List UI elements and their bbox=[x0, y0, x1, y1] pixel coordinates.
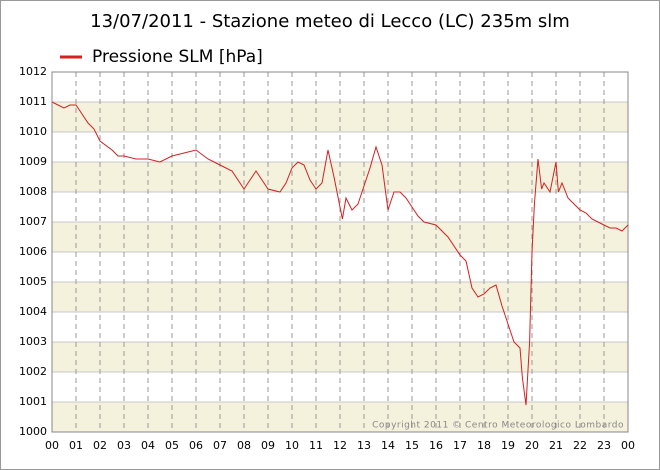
x-tick-label: 14 bbox=[381, 439, 395, 452]
plot-border bbox=[51, 71, 629, 433]
y-tick-label: 1009 bbox=[19, 155, 47, 168]
x-tick-label: 04 bbox=[141, 439, 155, 452]
x-tick-label: 13 bbox=[357, 439, 371, 452]
y-tick-label: 1001 bbox=[19, 395, 47, 408]
x-tick-label: 15 bbox=[405, 439, 419, 452]
x-tick-label: 22 bbox=[573, 439, 587, 452]
x-tick-label: 05 bbox=[165, 439, 179, 452]
x-tick-label: 09 bbox=[261, 439, 275, 452]
x-tick-label: 23 bbox=[597, 439, 611, 452]
x-tick-label: 18 bbox=[477, 439, 491, 452]
x-tick-label: 17 bbox=[453, 439, 467, 452]
y-tick-label: 1011 bbox=[19, 95, 47, 108]
x-tick-label: 02 bbox=[93, 439, 107, 452]
y-tick-label: 1007 bbox=[19, 215, 47, 228]
y-tick-label: 1000 bbox=[19, 425, 47, 438]
y-tick-label: 1004 bbox=[19, 305, 47, 318]
y-tick-label: 1006 bbox=[19, 245, 47, 258]
x-tick-label: 00 bbox=[621, 439, 635, 452]
y-tick-label: 1010 bbox=[19, 125, 47, 138]
y-tick-label: 1003 bbox=[19, 335, 47, 348]
y-tick-label: 1008 bbox=[19, 185, 47, 198]
line bbox=[51, 101, 629, 406]
annotation: Copyright 2011 © Centro Meteorologico Lo… bbox=[372, 421, 624, 431]
y-tick-label: 1005 bbox=[19, 275, 47, 288]
y-tick-label: 1012 bbox=[19, 65, 47, 78]
x-tick-label: 12 bbox=[333, 439, 347, 452]
y-tick-label: 1002 bbox=[19, 365, 47, 378]
x-tick-label: 20 bbox=[525, 439, 539, 452]
x-tick-label: 10 bbox=[285, 439, 299, 452]
legend-label: Pressione SLM [hPa] bbox=[92, 47, 263, 67]
x-tick-label: 03 bbox=[117, 439, 131, 452]
x-tick-label: 07 bbox=[213, 439, 227, 452]
x-tick-label: 06 bbox=[189, 439, 203, 452]
x-tick-label: 11 bbox=[309, 439, 323, 452]
x-tick-label: 21 bbox=[549, 439, 563, 452]
x-tick-label: 00 bbox=[45, 439, 59, 452]
x-tick-label: 08 bbox=[237, 439, 251, 452]
x-tick-label: 01 bbox=[69, 439, 83, 452]
x-tick-label: 16 bbox=[429, 439, 443, 452]
x-tick-label: 19 bbox=[501, 439, 515, 452]
chart-title: 13/07/2011 - Stazione meteo di Lecco (LC… bbox=[90, 11, 570, 32]
